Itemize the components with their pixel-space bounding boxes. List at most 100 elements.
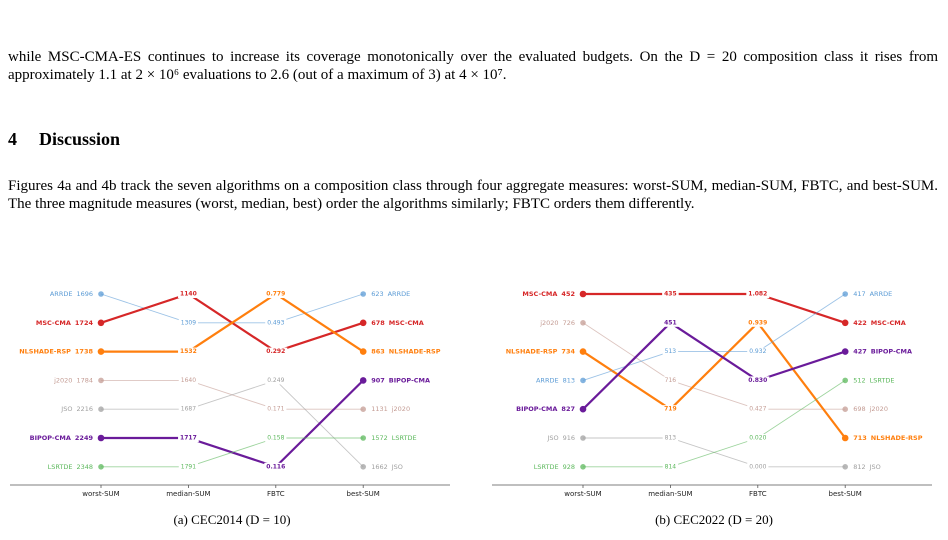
- value-label: 726: [563, 319, 575, 327]
- value-label: 1791: [181, 463, 196, 470]
- value-label: 512: [853, 376, 865, 384]
- value-label: 623: [371, 290, 383, 298]
- value-label: 427: [853, 348, 867, 356]
- value-label: 713: [853, 434, 867, 442]
- label-background: [178, 290, 199, 298]
- value-label: 719: [664, 406, 677, 413]
- label-background: [662, 376, 679, 385]
- value-label: 0.249: [267, 377, 284, 384]
- series-name: ARRDE: [388, 290, 411, 298]
- label-background: [265, 405, 287, 414]
- end-dot: [360, 464, 367, 470]
- end-dot: [841, 348, 849, 355]
- series-line: [101, 379, 364, 468]
- value-label: 1687: [181, 406, 196, 413]
- series-line: [582, 321, 846, 410]
- caption: (a) CEC2014 (D = 10): [173, 512, 290, 527]
- x-tick-label: median-SUM: [648, 490, 692, 498]
- value-label: 451: [664, 319, 677, 326]
- value-label: 0.939: [748, 319, 767, 326]
- end-dot: [842, 291, 848, 297]
- label-background: [264, 290, 288, 298]
- label-background: [746, 318, 770, 327]
- end-dot: [97, 348, 105, 355]
- end-dot: [98, 406, 104, 413]
- value-label: 698: [853, 405, 865, 413]
- value-label: 1738: [75, 348, 94, 356]
- value-label: 1640: [181, 377, 196, 384]
- series-name: j2020: [869, 405, 888, 413]
- label-background: [662, 347, 679, 356]
- label-background: [747, 405, 769, 414]
- value-label: 417: [853, 290, 865, 298]
- series-name: LSRTDE: [534, 463, 559, 471]
- slope-chart: worst-SUM median-SUM FBTC best-SUM (a) CEC20…: [10, 290, 450, 527]
- series-name: LSRTDE: [48, 463, 73, 471]
- end-dot: [98, 291, 104, 297]
- series-name: LSRTDE: [870, 376, 895, 384]
- value-label: 452: [561, 290, 575, 298]
- end-dot: [580, 464, 586, 470]
- end-dot: [359, 377, 367, 384]
- section-title: Discussion: [39, 129, 121, 149]
- value-label: 0.830: [748, 377, 767, 384]
- label-background: [178, 462, 199, 471]
- series-name: MSC-CMA: [522, 290, 557, 298]
- series-name: NLSHADE-RSP: [871, 434, 923, 442]
- paragraph: while MSC-CMA-ES continues to increase i…: [8, 49, 938, 83]
- end-dot: [580, 320, 586, 326]
- series-line: [101, 437, 364, 468]
- value-label: 734: [561, 348, 575, 356]
- value-label: 0.116: [266, 463, 285, 470]
- label-background: [746, 376, 770, 385]
- value-label: 0.292: [266, 348, 285, 355]
- value-label: 1696: [76, 290, 93, 298]
- value-label: 1.082: [748, 291, 767, 298]
- series-name: j2020: [391, 405, 410, 413]
- value-label: 678: [371, 319, 385, 327]
- x-tick-label: best-SUM: [829, 490, 862, 498]
- value-label: 1532: [180, 348, 197, 355]
- series-line: [583, 292, 846, 324]
- series-name: ARRDE: [870, 290, 893, 298]
- value-label: 1140: [180, 291, 197, 298]
- value-label: 435: [664, 291, 677, 298]
- end-dot: [579, 405, 587, 413]
- value-label: 863: [371, 348, 385, 356]
- series-name: BIPOP-CMA: [516, 405, 557, 413]
- value-label: 0.427: [749, 406, 766, 413]
- series-name: MSC-CMA: [36, 319, 71, 327]
- value-label: 0.171: [267, 406, 284, 413]
- end-dot: [841, 319, 849, 327]
- series-name: JSO: [391, 463, 403, 471]
- lines: [582, 292, 847, 468]
- value-label: 814: [665, 463, 677, 470]
- end-dot: [579, 290, 587, 298]
- series-name: LSRTDE: [392, 434, 417, 442]
- series-name: BIPOP-CMA: [389, 376, 430, 384]
- x-tick-label: FBTC: [749, 490, 767, 498]
- label-background: [662, 318, 679, 327]
- series-name: MSC-CMA: [389, 319, 424, 327]
- x-tick-label: FBTC: [267, 490, 285, 498]
- label-background: [265, 434, 287, 442]
- label-background: [178, 347, 199, 356]
- value-label: 827: [561, 405, 575, 413]
- series-name: j2020: [539, 319, 558, 327]
- end-dot: [97, 434, 105, 442]
- series-name: JSO: [869, 463, 881, 471]
- end-dot: [359, 348, 367, 355]
- value-label: 2216: [76, 405, 93, 413]
- value-label: 0.493: [267, 319, 284, 326]
- label-background: [178, 376, 199, 385]
- series-line: [583, 380, 846, 468]
- end-dot: [98, 464, 104, 470]
- x-tick-label: worst-SUM: [82, 490, 119, 498]
- value-label: 422: [853, 319, 867, 327]
- lines: [100, 292, 364, 469]
- series-name: JSO: [60, 405, 72, 413]
- value-label: 907: [371, 376, 385, 384]
- end-dot: [98, 377, 104, 384]
- label-background: [264, 347, 288, 356]
